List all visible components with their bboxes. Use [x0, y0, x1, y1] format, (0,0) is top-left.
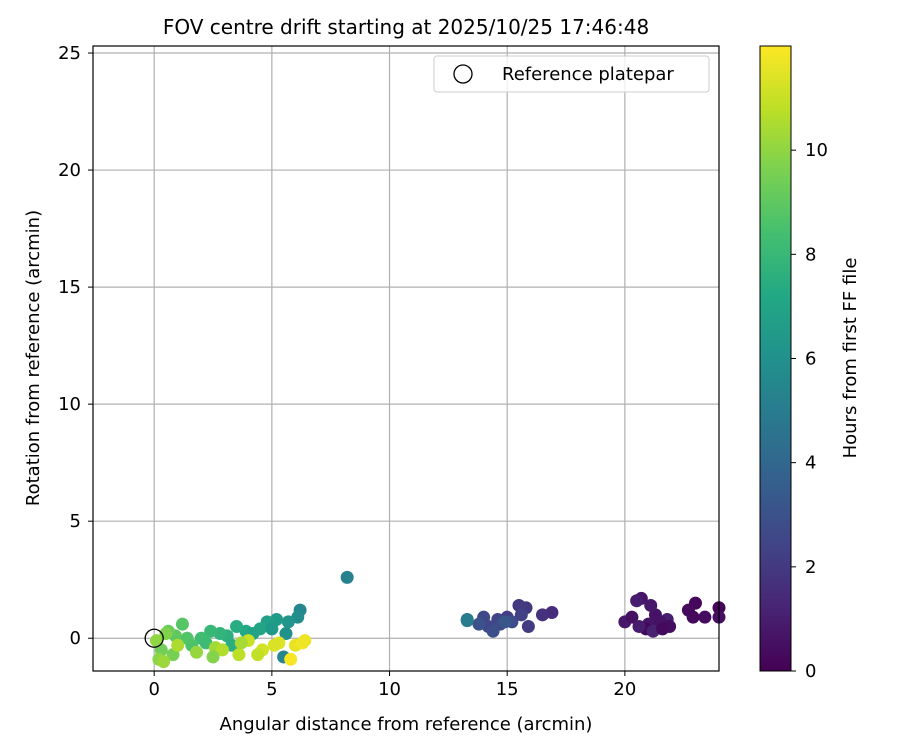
- data-point: [232, 648, 246, 662]
- data-point: [535, 608, 549, 622]
- data-point: [460, 614, 474, 628]
- legend: Reference platepar: [433, 55, 710, 93]
- data-point: [472, 617, 486, 631]
- y-axis-ticks: 0 5 10 15 20 25: [58, 43, 93, 649]
- colorbar-tick-label: 10: [805, 140, 828, 161]
- data-point: [251, 648, 265, 662]
- data-point: [157, 655, 171, 669]
- data-point: [215, 643, 229, 657]
- grid: [93, 46, 719, 671]
- x-axis-label: Angular distance from reference (arcmin): [220, 714, 593, 735]
- data-point: [265, 622, 279, 636]
- y-tick-label: 0: [70, 628, 81, 649]
- data-point: [632, 620, 646, 634]
- colorbar: 0 2 4 6 8 10 Hours from first FF file: [759, 45, 861, 682]
- colorbar-ticks: 0 2 4 6 8 10: [791, 140, 828, 682]
- data-point: [514, 608, 528, 622]
- y-tick-label: 15: [58, 277, 81, 298]
- data-point: [230, 620, 244, 634]
- data-point: [298, 634, 312, 648]
- legend-marker: [453, 64, 473, 84]
- data-point: [698, 610, 712, 624]
- y-tick-label: 20: [58, 160, 81, 181]
- plot-frame: [92, 45, 720, 672]
- data-point: [498, 615, 512, 629]
- colorbar-tick-label: 8: [805, 244, 816, 265]
- x-tick-label: 0: [148, 679, 159, 700]
- data-point: [686, 610, 700, 624]
- reference-point-marker: [144, 628, 164, 648]
- data-point: [171, 638, 185, 652]
- x-axis-ticks: 0 5 10 15 20: [148, 671, 636, 700]
- y-tick-label: 25: [58, 43, 81, 64]
- x-tick-label: 5: [266, 679, 277, 700]
- data-point: [340, 570, 354, 584]
- colorbar-tick-label: 2: [805, 557, 816, 578]
- data-point: [284, 652, 298, 666]
- data-point: [267, 638, 281, 652]
- colorbar-tick-label: 6: [805, 349, 816, 370]
- colorbar-tick-label: 0: [805, 661, 816, 682]
- data-point: [521, 620, 535, 634]
- data-point: [630, 594, 644, 608]
- legend-label: Reference platepar: [502, 64, 674, 85]
- x-tick-label: 20: [613, 679, 636, 700]
- legend-box: [433, 55, 710, 93]
- data-point: [486, 624, 500, 638]
- y-axis-label: Rotation from reference (arcmin): [23, 210, 44, 506]
- colorbar-gradient: [759, 45, 792, 672]
- data-point: [150, 634, 164, 648]
- data-point: [644, 598, 658, 612]
- data-point: [234, 636, 248, 650]
- data-point: [281, 615, 295, 629]
- data-point: [180, 631, 194, 645]
- x-tick-label: 10: [378, 679, 401, 700]
- colorbar-label: Hours from first FF file: [840, 258, 861, 459]
- y-tick-label: 5: [70, 511, 81, 532]
- data-point: [656, 622, 670, 636]
- chart-title: FOV centre drift starting at 2025/10/25 …: [163, 15, 649, 39]
- x-tick-label: 15: [496, 679, 519, 700]
- data-point: [204, 624, 218, 638]
- colorbar-tick-label: 4: [805, 453, 816, 474]
- y-tick-label: 10: [58, 394, 81, 415]
- data-point: [175, 617, 189, 631]
- data-points: [144, 570, 726, 669]
- data-point: [625, 610, 639, 624]
- data-point: [206, 650, 220, 664]
- data-point: [279, 627, 293, 641]
- data-point: [190, 645, 204, 659]
